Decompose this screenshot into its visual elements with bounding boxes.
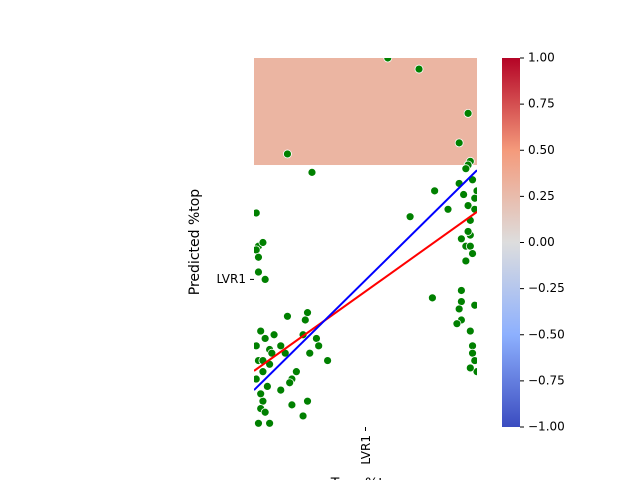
scatter-point <box>291 367 301 377</box>
x-axis-label: True %top <box>330 476 402 480</box>
regression-line <box>254 211 477 372</box>
y-tick-label: LVR1 <box>216 272 246 286</box>
scatter-point <box>283 149 292 159</box>
colorbar-tick-label: 0.25 <box>528 189 555 203</box>
scatter-point <box>465 326 475 336</box>
scatter-point <box>256 389 266 399</box>
scatter-point <box>307 167 317 177</box>
scatter-point <box>269 330 279 340</box>
colorbar-tick-label: 1.00 <box>528 51 555 65</box>
plot-area <box>254 58 477 427</box>
scatter-point <box>468 249 477 258</box>
scatter-point <box>463 227 473 236</box>
scatter-point <box>323 356 332 365</box>
scatter-point <box>254 245 261 255</box>
colorbar-tick-label: 0.00 <box>528 235 555 249</box>
scatter-point <box>463 108 473 118</box>
scatter-point <box>430 186 440 196</box>
scatter-point <box>452 319 462 329</box>
colorbar-tick-label: 0.50 <box>528 143 555 157</box>
scatter-point <box>470 204 477 214</box>
scatter-point <box>265 418 275 427</box>
scatter-point <box>405 212 415 222</box>
scatter-point <box>468 341 477 351</box>
scatter-point <box>276 341 286 351</box>
scatter-point <box>254 341 261 351</box>
scatter-point <box>303 308 312 318</box>
scatter-point <box>463 201 473 211</box>
regression-line <box>254 169 477 391</box>
y-axis-label: Predicted %top <box>187 189 203 296</box>
colorbar-tick-label: −0.25 <box>528 281 565 295</box>
scatter-point <box>283 311 292 321</box>
scatter-point <box>258 238 268 247</box>
scatter-point <box>314 341 324 351</box>
scatter-point <box>287 400 297 410</box>
scatter-point <box>258 367 268 377</box>
scatter-point <box>303 396 312 406</box>
scatter-point <box>461 256 471 266</box>
scatter-point <box>285 378 295 388</box>
scatter-point <box>465 241 475 251</box>
scatter-point <box>254 418 263 427</box>
scatter-point <box>383 58 393 63</box>
scatter-point <box>254 267 263 277</box>
colorbar <box>502 58 520 427</box>
scatter-point <box>305 348 315 358</box>
colorbar-tick-label: −0.50 <box>528 327 565 341</box>
scatter-point <box>454 138 464 148</box>
scatter-point <box>260 407 270 417</box>
scatter-point <box>470 356 477 365</box>
scatter-point <box>468 348 477 358</box>
colorbar-tick-label: 0.75 <box>528 97 555 111</box>
scatter-point <box>258 396 268 406</box>
scatter-point <box>260 274 270 284</box>
scatter-point <box>456 297 466 306</box>
scatter-point <box>456 286 466 295</box>
scatter-point <box>470 193 477 203</box>
x-tick-label: LVR1 <box>359 435 373 465</box>
scatter-point <box>254 374 261 384</box>
scatter-point <box>414 64 424 74</box>
heatmap-cell <box>254 58 477 166</box>
scatter-point <box>312 334 321 343</box>
scatter-point <box>443 204 453 214</box>
scatter-point <box>254 208 261 218</box>
scatter-point <box>262 382 272 391</box>
scatter-point <box>300 315 310 325</box>
scatter-point <box>456 234 466 244</box>
scatter-point <box>461 164 471 174</box>
colorbar-tick-label: −0.75 <box>528 373 565 387</box>
scatter-point <box>260 334 270 343</box>
scatter-point <box>298 411 308 421</box>
scatter-point <box>459 190 469 199</box>
scatter-point <box>465 363 475 373</box>
colorbar-tick-label: −1.00 <box>528 420 565 434</box>
scatter-point <box>454 304 464 314</box>
scatter-point <box>472 186 477 196</box>
scatter-point <box>276 385 286 395</box>
scatter-point <box>254 252 263 262</box>
scatter-point <box>470 300 477 310</box>
scatter-point <box>256 326 266 336</box>
scatter-point <box>427 293 437 303</box>
